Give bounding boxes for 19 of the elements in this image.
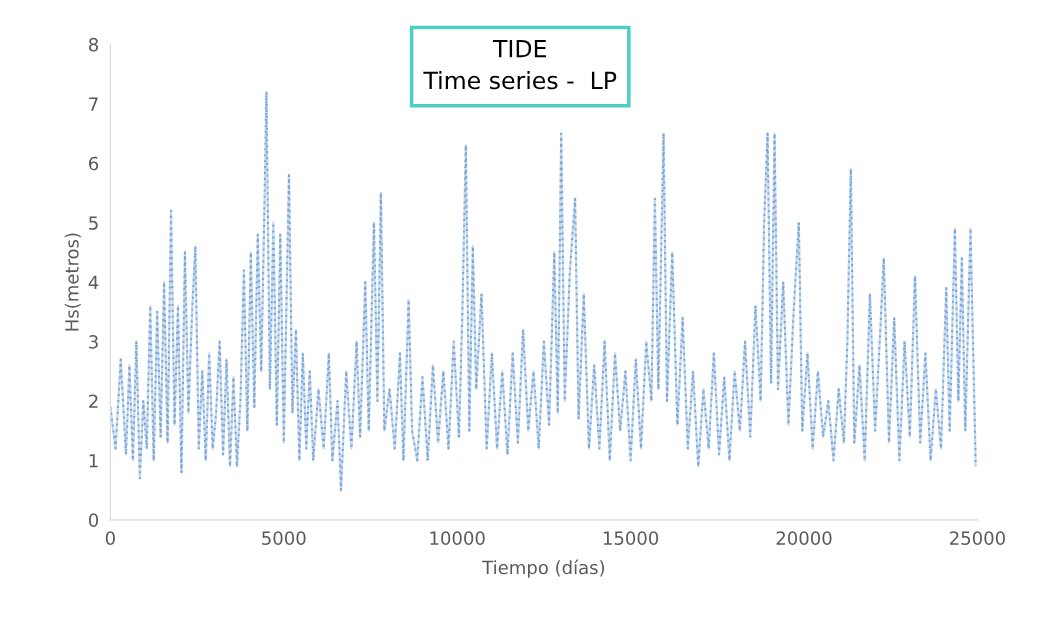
y-tick-label: 0 bbox=[88, 513, 99, 527]
x-tick-label: 25000 bbox=[950, 531, 1005, 545]
y-tick-label: 5 bbox=[89, 216, 98, 230]
y-tick-label: 6 bbox=[89, 156, 99, 171]
y-tick-label: 1 bbox=[89, 454, 98, 468]
x-axis-title: Tiempo (días) bbox=[482, 559, 605, 578]
y-tick-label: 8 bbox=[88, 37, 99, 52]
y-tick-label: 2 bbox=[89, 394, 98, 408]
x-tick-label: 15000 bbox=[603, 531, 659, 545]
y-tick-label: 4 bbox=[88, 275, 99, 289]
y-tick-label: 3 bbox=[89, 335, 98, 349]
x-tick-label: 10000 bbox=[430, 531, 485, 545]
x-tick-label: 0 bbox=[105, 531, 115, 545]
line-series bbox=[110, 90, 977, 492]
y-axis-title: Hs(metros) bbox=[64, 233, 81, 331]
x-tick-label: 20000 bbox=[776, 531, 832, 545]
chart-title: TIDE Time series - LP bbox=[423, 39, 617, 90]
x-tick-label: 5000 bbox=[262, 531, 306, 545]
y-tick-label: 7 bbox=[89, 97, 98, 111]
